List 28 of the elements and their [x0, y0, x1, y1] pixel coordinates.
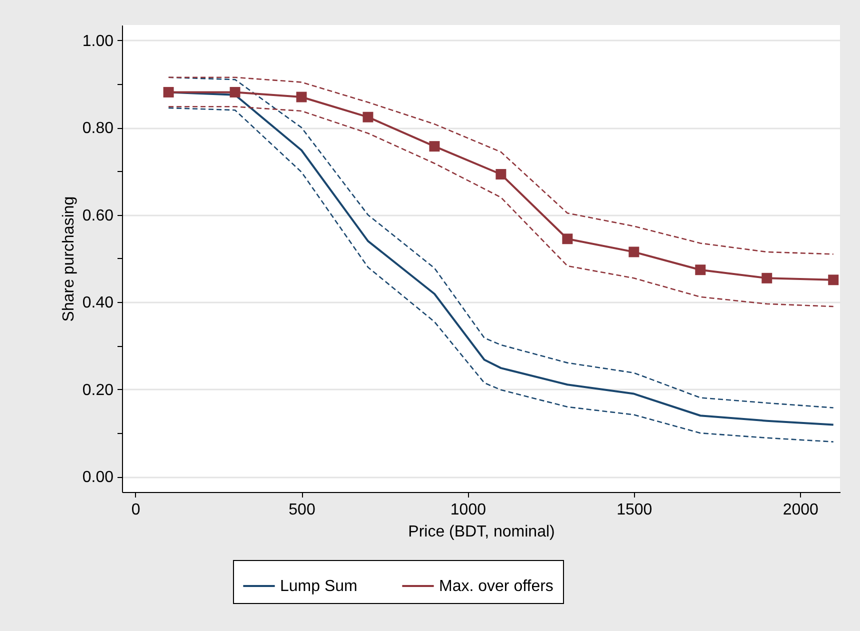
point: [695, 264, 706, 276]
point: [362, 112, 374, 122]
line-series: [168, 76, 834, 255]
point: [762, 272, 772, 284]
y-tick-label: 0.00: [82, 469, 114, 486]
y-tick-label: 0.40: [82, 294, 114, 312]
x-tick-label: 500: [288, 502, 316, 518]
x-axis-title: Price (BDT, nominal): [408, 524, 555, 540]
y-tick-label: 0.20: [82, 382, 114, 399]
y-tick-label: 0.60: [82, 207, 114, 224]
point: [429, 141, 440, 152]
y-tick-label: 0.80: [82, 120, 114, 138]
x-tick-label: 1000: [450, 502, 486, 518]
point: [496, 169, 506, 180]
legend-label: Lump Sum: [280, 578, 358, 595]
point: [230, 86, 240, 98]
point: [562, 234, 573, 244]
point: [628, 246, 640, 258]
x-tick-label: 0: [131, 502, 140, 518]
line-series: [168, 106, 834, 308]
point: [828, 274, 839, 286]
point: [296, 92, 307, 102]
y-tick-label: 1.00: [82, 32, 114, 50]
x-tick-label: 2000: [782, 502, 819, 518]
point: [163, 86, 174, 98]
x-tick-label: 1500: [616, 502, 652, 518]
legend-label: Max. over offers: [439, 578, 554, 595]
y-axis-title: Share purchasing: [60, 196, 78, 322]
